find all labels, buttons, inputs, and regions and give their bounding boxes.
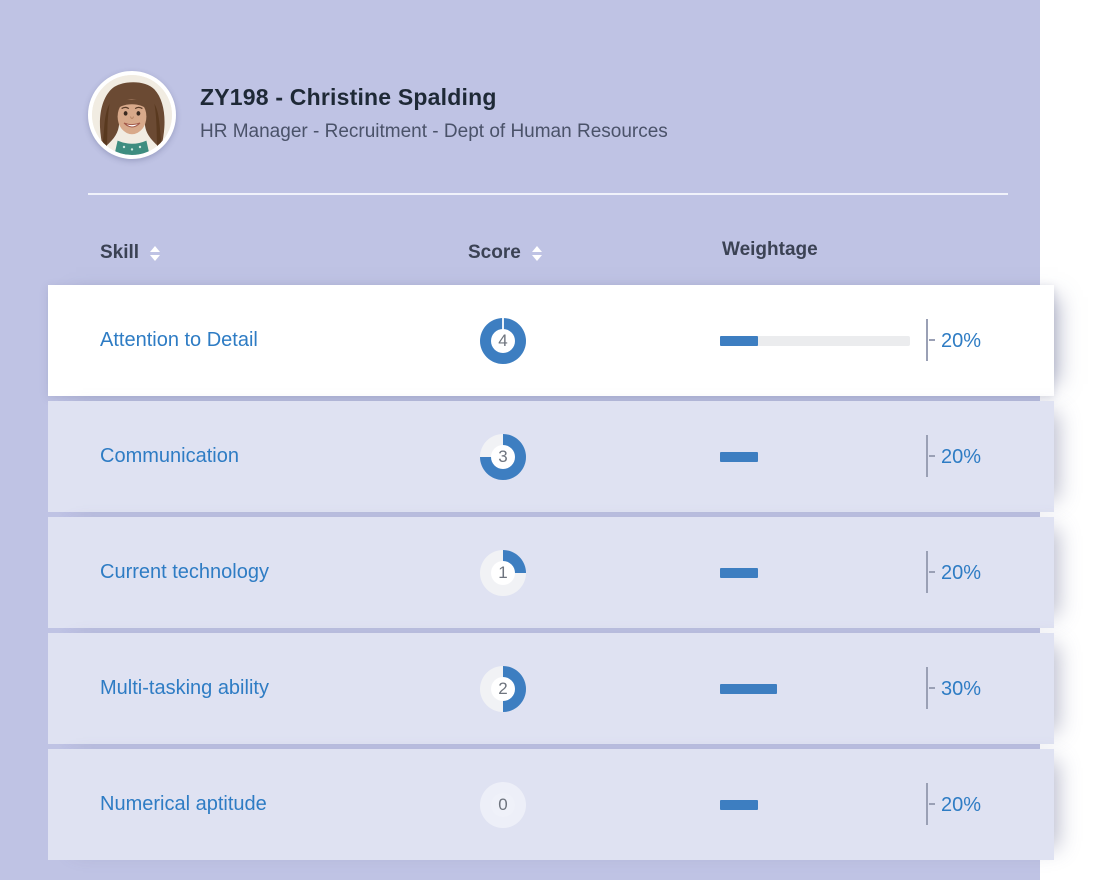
weightage-percent: 20% <box>941 330 982 352</box>
weightage-percent: 20% <box>941 794 982 816</box>
score-donut-hole: 1 <box>491 561 515 585</box>
skill-row[interactable]: Multi-tasking ability 2 30% <box>48 633 1054 744</box>
score-donut-chart: 2 <box>480 666 526 712</box>
score-value: 4 <box>498 331 508 350</box>
weightage-bar-track <box>720 452 910 462</box>
weightage-bar-track <box>720 684 910 694</box>
column-header-score-label: Score <box>468 242 521 263</box>
score-donut-hole: 3 <box>491 445 515 469</box>
skill-row[interactable]: Communication 3 20% <box>48 401 1054 512</box>
score-value: 0 <box>498 795 508 814</box>
sort-arrows-icon <box>150 245 161 261</box>
weightage-bar-track <box>720 568 910 578</box>
column-header-weightage: Weightage <box>722 239 818 261</box>
score-donut-hole: 0 <box>491 793 515 817</box>
skill-name-link[interactable]: Communication <box>100 445 239 467</box>
weightage-percent: 30% <box>941 678 982 700</box>
score-donut-hole: 2 <box>491 677 515 701</box>
weightage-bar-fill <box>720 800 758 810</box>
column-header-score[interactable]: Score <box>468 242 542 264</box>
score-value: 2 <box>498 679 508 698</box>
skill-name-link[interactable]: Multi-tasking ability <box>100 677 269 699</box>
employee-role: HR Manager - Recruitment - Dept of Human… <box>200 121 668 142</box>
weightage-slider-tick <box>926 783 935 825</box>
employee-title: ZY198 - Christine Spalding <box>200 84 497 110</box>
skill-name-link[interactable]: Current technology <box>100 561 269 583</box>
skill-name-link[interactable]: Numerical aptitude <box>100 793 267 815</box>
column-header-skill-label: Skill <box>100 242 140 263</box>
avatar <box>88 71 176 159</box>
column-header-weightage-label: Weightage <box>722 239 818 260</box>
weightage-percent: 20% <box>941 562 982 584</box>
weightage-slider-tick <box>926 667 935 709</box>
skill-row[interactable]: Attention to Detail 4 20% <box>48 285 1054 396</box>
weightage-bar-fill <box>720 336 758 346</box>
weightage-bar-fill <box>720 684 777 694</box>
weightage-slider-tick <box>926 319 935 361</box>
score-donut-chart: 1 <box>480 550 526 596</box>
skill-row[interactable]: Numerical aptitude 0 20% <box>48 749 1054 860</box>
weightage-bar-fill <box>720 568 758 578</box>
weightage-percent: 20% <box>941 446 982 468</box>
employee-photo-illustration <box>92 75 172 155</box>
weightage-bar-fill <box>720 452 758 462</box>
score-donut-hole: 4 <box>491 329 515 353</box>
score-donut-chart: 0 <box>480 782 526 828</box>
score-donut-chart: 3 <box>480 434 526 480</box>
weightage-slider-tick <box>926 551 935 593</box>
skill-row[interactable]: Current technology 1 20% <box>48 517 1054 628</box>
score-value: 1 <box>498 563 508 582</box>
column-header-skill[interactable]: Skill <box>100 242 161 264</box>
sort-arrows-icon <box>531 245 542 261</box>
weightage-bar-track <box>720 800 910 810</box>
score-value: 3 <box>498 447 508 466</box>
employee-profile-header: ZY198 - Christine Spalding HR Manager - … <box>88 71 668 159</box>
score-donut-chart: 4 <box>480 318 526 364</box>
table-header: Skill Score Weightage <box>48 239 1054 272</box>
header-divider <box>88 193 1008 195</box>
weightage-bar-track <box>720 336 910 346</box>
skill-name-link[interactable]: Attention to Detail <box>100 329 258 351</box>
weightage-slider-tick <box>926 435 935 477</box>
